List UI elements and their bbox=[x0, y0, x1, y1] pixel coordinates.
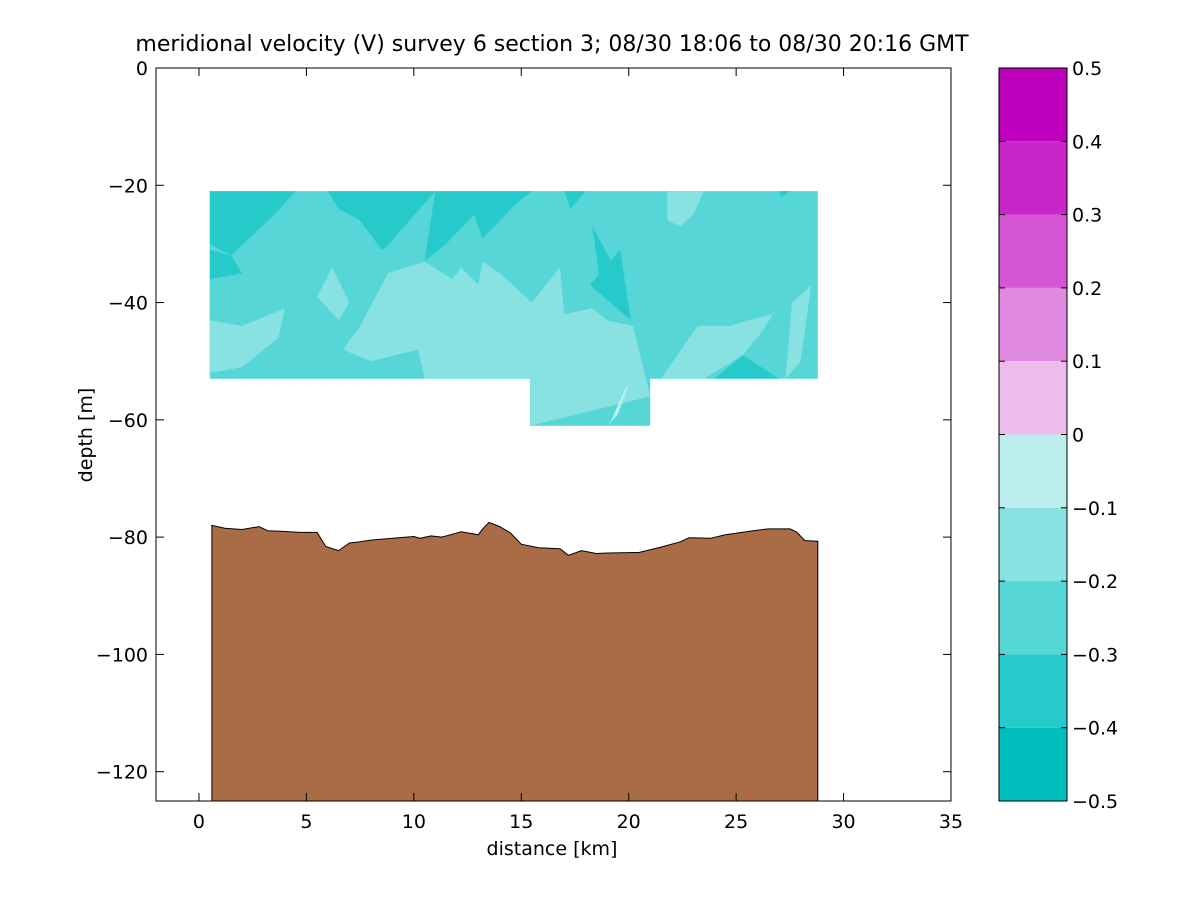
velocity-contour-patch bbox=[590, 249, 631, 321]
colorbar-tick-label: 0.3 bbox=[1072, 205, 1102, 227]
velocity-contour-patch bbox=[785, 285, 812, 379]
velocity-contour-patch bbox=[342, 261, 651, 426]
colorbar-tick-label: 0.5 bbox=[1072, 58, 1102, 80]
colorbar-swatch bbox=[999, 434, 1067, 508]
colorbar-tick-label: −0.5 bbox=[1072, 791, 1118, 813]
chart-title: meridional velocity (V) survey 6 section… bbox=[135, 32, 969, 57]
colorbar-swatch bbox=[999, 361, 1067, 435]
colorbar-swatch bbox=[999, 581, 1067, 655]
velocity-contour-patch bbox=[209, 249, 242, 280]
velocity-contour-patch bbox=[667, 191, 704, 227]
velocity-field bbox=[209, 191, 818, 426]
colorbar-tick-label: 0.1 bbox=[1072, 351, 1102, 373]
x-tick-label: 15 bbox=[509, 811, 533, 833]
y-tick-label: −40 bbox=[108, 293, 148, 315]
x-tick-label: 20 bbox=[617, 811, 641, 833]
y-tick-label: −60 bbox=[108, 410, 148, 432]
colorbar-swatch bbox=[999, 507, 1067, 582]
x-tick-label: 35 bbox=[939, 811, 963, 833]
velocity-contour-patch bbox=[366, 202, 410, 250]
y-tick-label: 0 bbox=[136, 58, 148, 80]
colorbar-swatch bbox=[999, 727, 1067, 801]
velocity-contour-patch bbox=[564, 191, 586, 209]
y-axis-label: depth [m] bbox=[75, 388, 97, 483]
plot-area-frame bbox=[155, 67, 952, 802]
colorbar-swatch bbox=[999, 141, 1067, 215]
colorbar-tick-label: −0.2 bbox=[1072, 571, 1118, 593]
y-tick-label: −80 bbox=[108, 527, 148, 549]
colorbar-tick-label: 0.4 bbox=[1072, 131, 1102, 153]
colorbar-tick-label: 0 bbox=[1072, 425, 1084, 447]
colorbar: 0.5 0.4 0.3 0.2 0.1 0 −0.1 −0.2 −0.3 −0.4 −0.5 bbox=[998, 58, 1118, 813]
velocity-contour-patch bbox=[779, 191, 790, 197]
colorbar-swatch bbox=[999, 287, 1067, 362]
colorbar-swatch bbox=[999, 214, 1067, 288]
x-tick-label: 10 bbox=[402, 811, 426, 833]
velocity-contour-patch bbox=[660, 290, 788, 379]
velocity-contour-patch bbox=[714, 355, 780, 379]
velocity-contour-patch bbox=[209, 308, 285, 373]
velocity-contour-patch bbox=[424, 191, 532, 262]
y-tick-label: −100 bbox=[96, 644, 148, 666]
colorbar-swatch bbox=[999, 654, 1067, 728]
x-axis-ticks: 0 5 10 15 20 25 30 35 bbox=[193, 68, 963, 833]
velocity-contours bbox=[209, 191, 812, 426]
colorbar-swatch bbox=[999, 68, 1067, 142]
colorbar-tick-label: −0.4 bbox=[1072, 718, 1118, 740]
velocity-contour-patch bbox=[209, 191, 296, 256]
x-tick-label: 5 bbox=[300, 811, 312, 833]
bathymetry-layer bbox=[211, 521, 819, 801]
y-axis-ticks: 0 −20 −40 −60 −80 −100 −120 bbox=[96, 58, 951, 784]
x-tick-label: 0 bbox=[193, 811, 205, 833]
velocity-contour-patch bbox=[317, 267, 350, 321]
y-tick-label: −120 bbox=[96, 762, 148, 784]
x-tick-label: 30 bbox=[831, 811, 855, 833]
velocity-contour-patch bbox=[607, 384, 629, 426]
seafloor-bathymetry bbox=[211, 521, 819, 801]
colorbar-tick-label: −0.1 bbox=[1072, 498, 1118, 520]
x-tick-label: 25 bbox=[724, 811, 748, 833]
colorbar-tick-label: −0.3 bbox=[1072, 644, 1118, 666]
colorbar-tick-label: 0.2 bbox=[1072, 278, 1102, 300]
x-axis-label: distance [km] bbox=[487, 838, 618, 860]
y-tick-label: −20 bbox=[108, 175, 148, 197]
